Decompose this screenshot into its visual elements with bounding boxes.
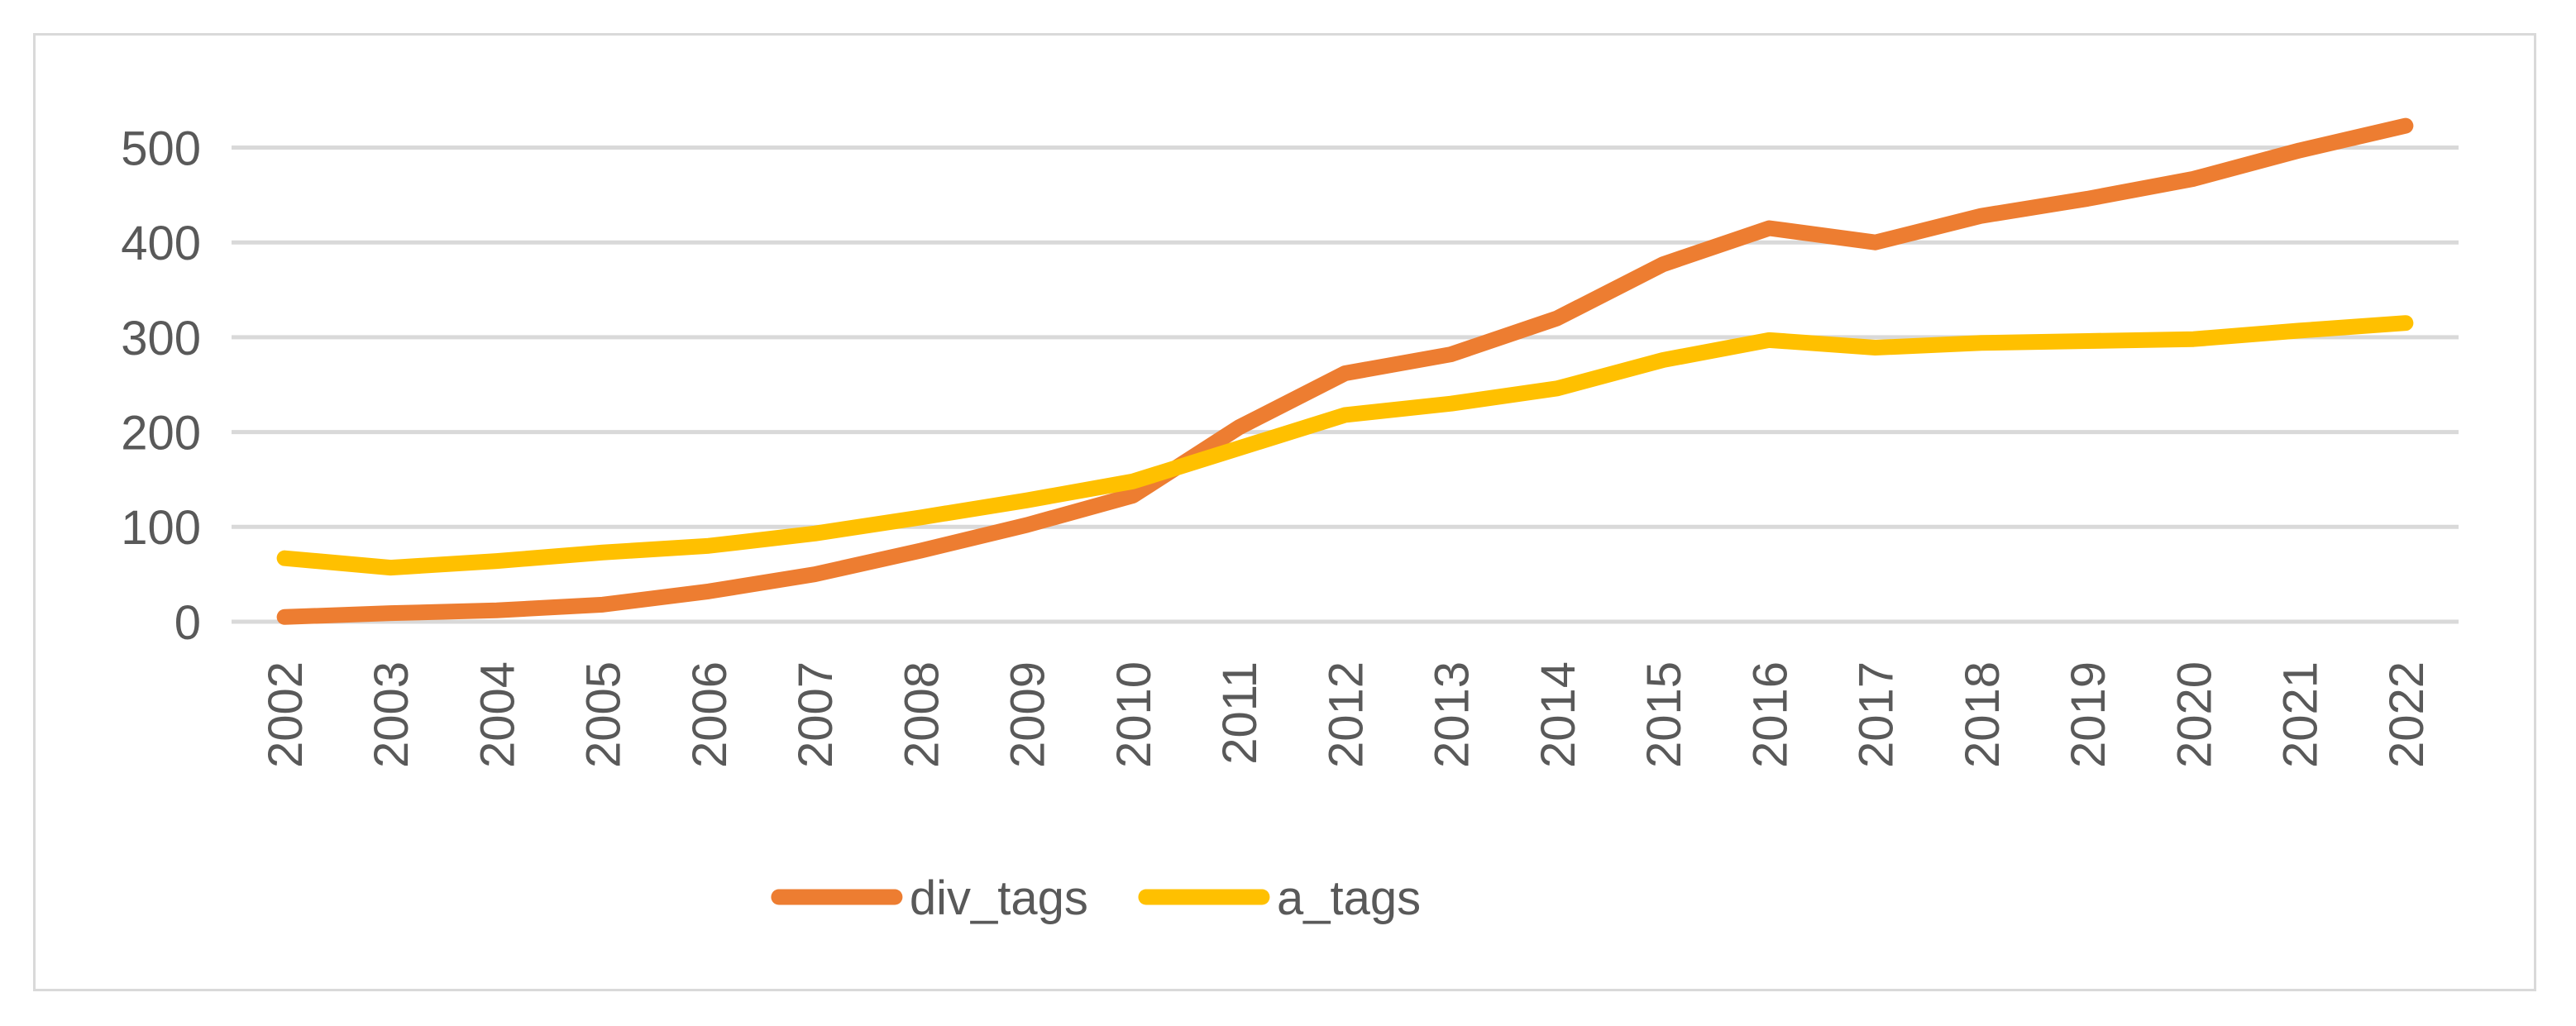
x-axis-tick-label: 2004 (471, 661, 524, 768)
y-axis-tick-label: 200 (121, 406, 201, 460)
x-axis-tick-label: 2006 (683, 661, 737, 768)
series-line-div_tags (276, 117, 2414, 625)
x-axis-tick-label: 2019 (2062, 661, 2115, 768)
x-axis-tick-label: 2008 (895, 661, 949, 768)
x-axis-tick-label: 2013 (1426, 661, 1479, 768)
x-axis-tick-label: 2016 (1743, 661, 1797, 768)
x-axis-tick-label: 2011 (1213, 661, 1267, 765)
y-axis-tick-label: 300 (121, 312, 201, 365)
legend-label: div_tags (910, 871, 1088, 925)
x-axis-tick-label: 2021 (2274, 661, 2328, 768)
x-axis-tick-label: 2002 (259, 661, 313, 768)
x-axis-tick-label: 2020 (2167, 661, 2221, 768)
x-axis-tick-label: 2003 (365, 661, 418, 768)
x-axis-tick-label: 2017 (1850, 661, 1904, 768)
y-axis-tick-label: 100 (121, 501, 201, 555)
series-line-a_tags (276, 315, 2414, 576)
x-axis-tick-label: 2018 (1956, 661, 2010, 768)
x-axis-tick-label: 2009 (1001, 661, 1055, 768)
legend: div_tags a_tags (771, 871, 1421, 925)
x-axis-tick-label: 2022 (2380, 661, 2434, 768)
x-axis-tick-label: 2007 (789, 661, 843, 768)
legend-item-div_tags: div_tags (771, 871, 1088, 925)
y-axis-tick-label: 0 (174, 596, 201, 650)
x-axis-tick-label: 2005 (577, 661, 631, 768)
x-axis-tick-label: 2015 (1637, 661, 1691, 768)
x-axis-tick-label: 2012 (1319, 661, 1373, 768)
x-axis-tick-label: 2010 (1107, 661, 1161, 768)
y-axis-tick-label: 400 (121, 217, 201, 270)
legend-item-a_tags: a_tags (1138, 871, 1421, 925)
x-axis-tick-label: 2014 (1532, 661, 1585, 768)
legend-label: a_tags (1277, 871, 1421, 925)
y-axis-tick-label: 500 (121, 122, 201, 175)
